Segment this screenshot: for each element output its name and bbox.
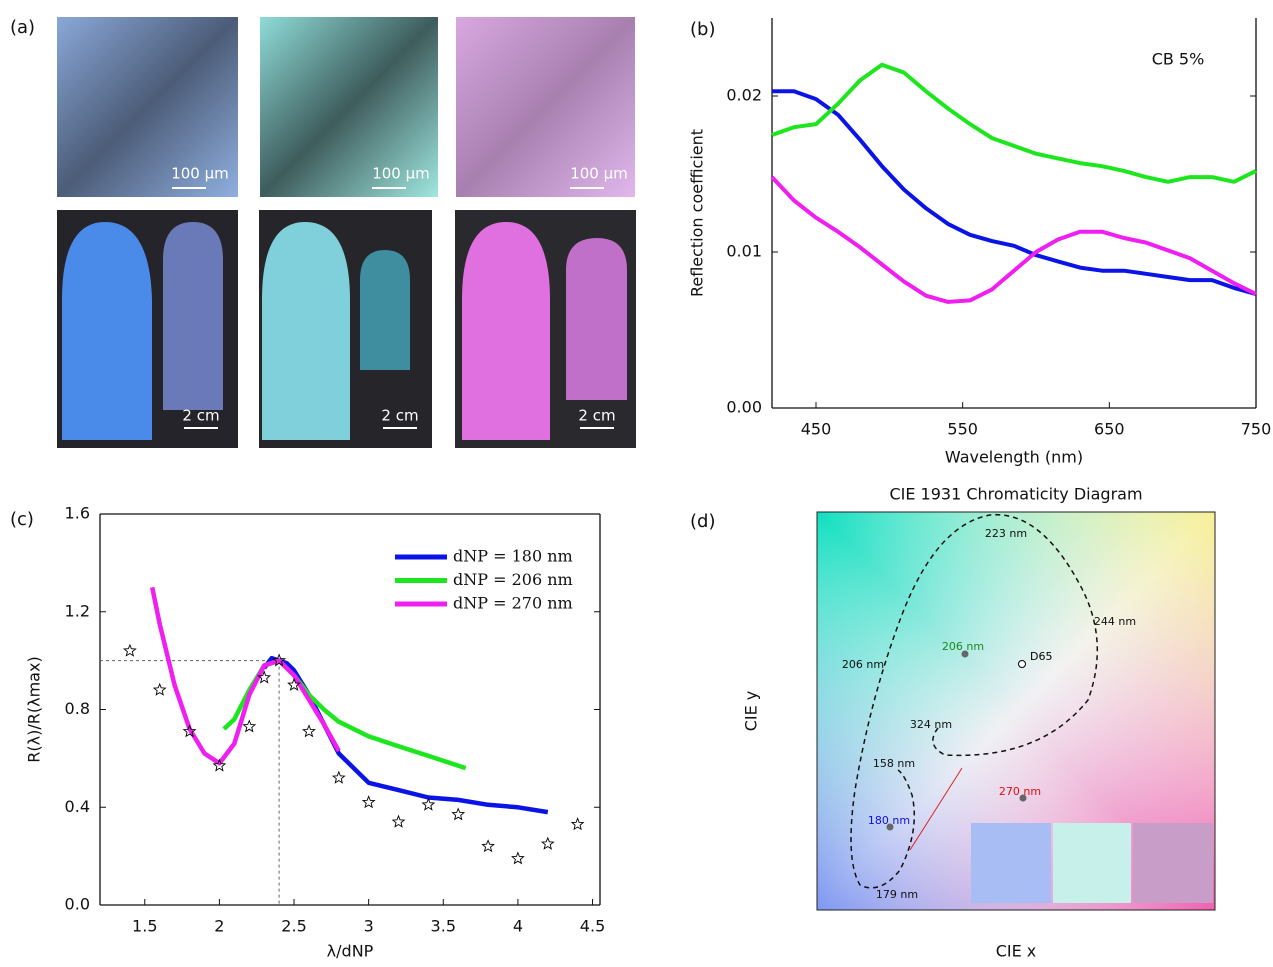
y-tick-label: 0.4 xyxy=(65,797,90,816)
star-marker xyxy=(512,853,523,864)
panel-label: (c) xyxy=(10,509,34,530)
y-tick-label: 1.2 xyxy=(65,601,90,620)
point xyxy=(1019,661,1026,668)
x-axis-label: CIE x xyxy=(996,942,1037,961)
point-label: D65 xyxy=(1030,650,1052,663)
series-line xyxy=(772,91,1256,294)
photo-panel: (a) 100 µm 100 µm 100 µm 2 cm 2 cm 2 cm xyxy=(10,17,636,448)
star-marker xyxy=(124,645,136,656)
scale-text: 2 cm xyxy=(182,407,219,425)
legend-label: dNP = 180 nm xyxy=(453,547,573,566)
star-marker xyxy=(303,726,315,737)
scale-text: 2 cm xyxy=(578,407,615,425)
star-marker xyxy=(453,809,464,820)
y-tick-label: 0.02 xyxy=(726,86,762,105)
scale-text: 2 cm xyxy=(381,407,418,425)
series-line xyxy=(152,587,339,763)
legend-label: dNP = 270 nm xyxy=(453,594,573,613)
curve-label: 206 nm xyxy=(842,658,884,671)
legend-label: dNP = 206 nm xyxy=(453,570,573,589)
x-tick-label: 4 xyxy=(513,917,523,936)
star-marker xyxy=(542,838,553,849)
swatch xyxy=(971,823,1051,903)
swatch xyxy=(1053,823,1131,903)
annotation: CB 5% xyxy=(1152,50,1205,69)
curve-label: 244 nm xyxy=(1094,615,1136,628)
panel-label: (b) xyxy=(690,19,715,40)
y-tick-label: 0.01 xyxy=(726,242,762,261)
x-tick-label: 650 xyxy=(1094,420,1125,439)
panel-label: (d) xyxy=(690,511,715,532)
x-tick-label: 750 xyxy=(1241,420,1272,439)
y-tick-label: 0.8 xyxy=(65,699,90,718)
x-tick-label: 4.5 xyxy=(580,917,605,936)
chromaticity-panel: (d) CIE 1931 Chromaticity Diagram CIE x … xyxy=(690,485,1215,961)
star-marker xyxy=(244,721,256,732)
star-marker xyxy=(572,818,583,829)
curve-label: 223 nm xyxy=(985,527,1027,540)
y-tick-label: 1.6 xyxy=(65,504,90,523)
x-axis-label: Wavelength (nm) xyxy=(945,448,1083,467)
star-marker xyxy=(393,816,404,827)
point-label: 206 nm xyxy=(942,640,984,653)
x-tick-label: 2.5 xyxy=(281,917,306,936)
star-marker xyxy=(423,799,434,810)
x-tick-label: 450 xyxy=(801,420,832,439)
curve-label: 179 nm xyxy=(876,888,918,901)
x-tick-label: 1.5 xyxy=(132,917,157,936)
x-tick-label: 3 xyxy=(364,917,374,936)
sample xyxy=(462,222,550,440)
series-line xyxy=(772,177,1256,302)
y-tick-label: 0.00 xyxy=(726,398,762,417)
star-marker xyxy=(363,796,374,807)
panel-label: (a) xyxy=(10,17,35,38)
scale-text: 100 µm xyxy=(171,165,229,183)
x-tick-label: 550 xyxy=(947,420,978,439)
point-label: 270 nm xyxy=(999,785,1041,798)
sample xyxy=(262,222,350,440)
curve-label: 324 nm xyxy=(910,718,952,731)
x-tick-label: 3.5 xyxy=(431,917,456,936)
y-axis-label: R(λ)/R(λmax) xyxy=(25,656,44,762)
y-axis-label: Reflection coefficient xyxy=(688,129,707,297)
sample xyxy=(360,250,410,370)
star-marker xyxy=(482,840,493,851)
y-axis-label: CIE y xyxy=(742,691,761,732)
swatch xyxy=(1133,823,1213,903)
scale-text: 100 µm xyxy=(570,165,628,183)
figure: (a) 100 µm 100 µm 100 µm 2 cm 2 cm 2 cm … xyxy=(0,0,1273,967)
point-label: 180 nm xyxy=(868,814,910,827)
y-tick-label: 0.0 xyxy=(65,895,90,914)
star-marker xyxy=(333,772,344,783)
sample xyxy=(566,238,627,400)
curve-label: 158 nm xyxy=(873,757,915,770)
chart-title: CIE 1931 Chromaticity Diagram xyxy=(889,485,1142,504)
star-marker xyxy=(154,684,165,695)
scale-text: 100 µm xyxy=(372,165,430,183)
sample xyxy=(62,222,152,440)
sample xyxy=(163,222,223,410)
x-axis-label: λ/dNP xyxy=(327,942,374,961)
x-tick-label: 2 xyxy=(214,917,224,936)
